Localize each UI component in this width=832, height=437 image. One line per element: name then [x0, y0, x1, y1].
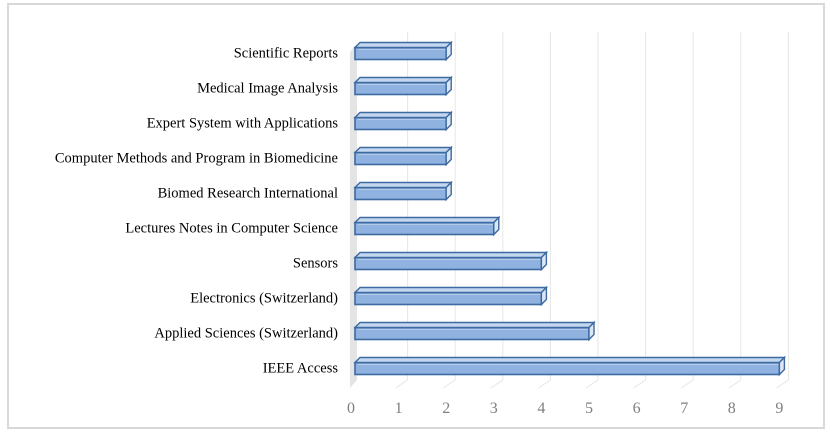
bar-top: [353, 111, 453, 119]
bar: [353, 75, 453, 97]
gridline-floor: [680, 379, 694, 389]
bar-end: [445, 110, 452, 132]
x-tick-label: 0: [347, 400, 355, 417]
bar: [353, 250, 549, 272]
category-label: IEEE Access: [263, 361, 339, 377]
category-label: Sensors: [293, 256, 338, 272]
bar-end: [778, 355, 786, 377]
x-tick-label: 1: [395, 400, 403, 417]
x-tick-label: 8: [728, 400, 736, 417]
x-tick-label: 7: [680, 400, 688, 417]
x-tick-label: 2: [442, 400, 450, 417]
bar-top: [353, 286, 549, 294]
category-labels: IEEE Access Applied Sciences (Switzerland…: [55, 46, 338, 377]
bar-end: [540, 285, 548, 307]
category-label: Electronics (Switzerland): [190, 291, 338, 307]
gridline-floor: [633, 379, 646, 389]
category-label: Computer Methods and Program in Biomedic…: [55, 151, 338, 167]
bar: [353, 285, 549, 307]
bar-top: [353, 41, 453, 49]
category-label: Biomed Research International: [158, 186, 338, 202]
gridline-floor: [776, 379, 789, 389]
x-tick-label: 9: [775, 400, 783, 417]
category-label: Expert System with Applications: [147, 116, 339, 132]
category-label: Applied Sciences (Switzerland): [154, 326, 338, 342]
category-label: Lectures Notes in Computer Science: [125, 221, 338, 237]
x-axis-ticks: 0 1 2 3 4 5 6 7 8 9: [347, 400, 783, 417]
gridline-floor: [538, 379, 551, 389]
bar: [353, 215, 501, 237]
bar-top: [353, 216, 501, 224]
bars: [353, 40, 787, 377]
gridline-floor: [728, 379, 742, 389]
gridline-floor: [395, 379, 408, 389]
bar-top: [353, 321, 596, 329]
gridline-floor: [490, 379, 504, 389]
x-tick-label: 6: [633, 400, 641, 417]
x-tick-label: 4: [537, 400, 545, 417]
bar-top: [353, 146, 453, 154]
bar-end: [445, 75, 452, 97]
bar: [353, 145, 453, 167]
x-tick-label: 5: [585, 400, 593, 417]
bar-top: [353, 251, 549, 259]
gridline-floor: [585, 379, 599, 389]
gridline-floor: [442, 379, 456, 389]
bar-top: [353, 181, 453, 189]
bar: [353, 40, 453, 62]
bar-end: [445, 145, 452, 167]
category-label: Scientific Reports: [234, 46, 339, 62]
bar-top: [353, 76, 453, 84]
x-tick-label: 3: [490, 400, 498, 417]
bar: [353, 110, 453, 132]
bar-end: [493, 215, 500, 237]
bar-top: [353, 356, 787, 364]
bar-end: [540, 250, 548, 272]
bar-end: [588, 320, 595, 342]
bar: [353, 320, 596, 342]
bar: [353, 180, 453, 202]
bar: [353, 355, 787, 377]
bar-end: [445, 180, 452, 202]
bar-end: [445, 40, 452, 62]
category-label: Medical Image Analysis: [197, 81, 338, 97]
